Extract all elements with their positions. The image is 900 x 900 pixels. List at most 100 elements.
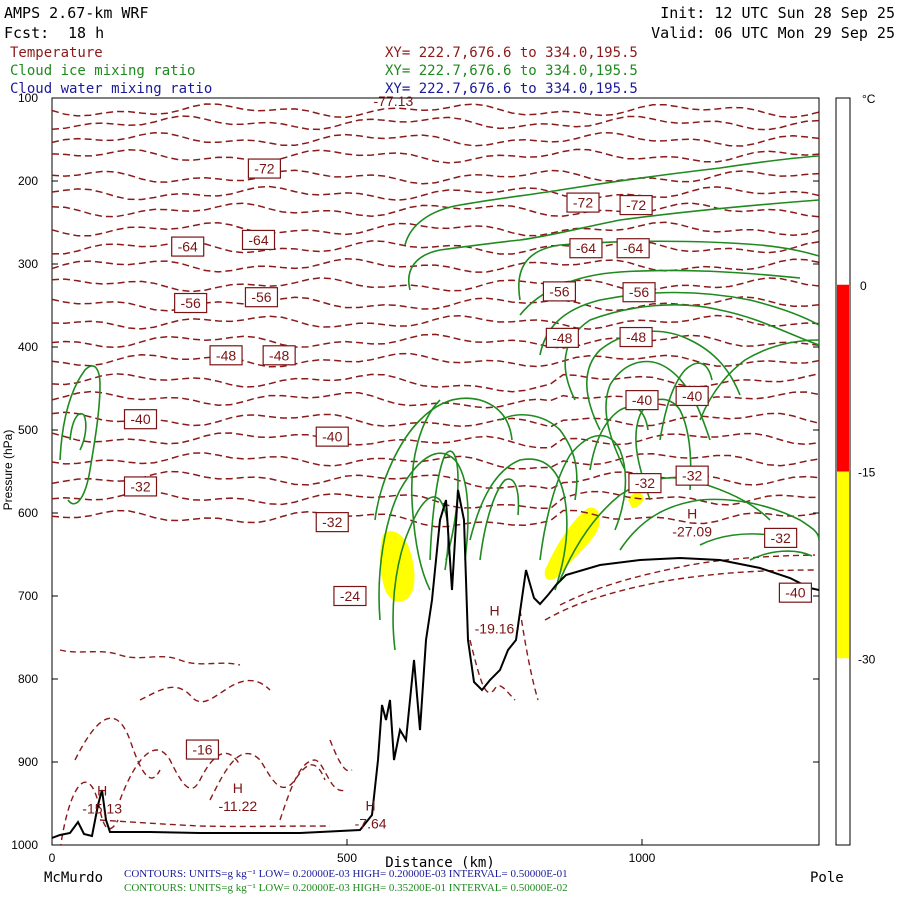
temperature-contour-line [52,258,819,273]
y-tick-label: 100 [18,91,38,105]
x-axis-title: Distance (km) [385,855,495,871]
x-tick-label: 1000 [629,851,656,865]
temperature-label: -32 [315,512,349,533]
legend-cloud-ice: Cloud ice mixing ratio [10,63,195,79]
extremum-value: -15.13 [82,801,122,817]
plot-area [52,103,819,845]
temperature-contour-line [52,221,819,237]
extremum-marker: H -15.13 [82,783,122,817]
y-axis-title: Pressure (hPa) [1,430,15,511]
y-axis-ticks: 100 200 300 400 500 600 700 800 900 1000 [11,91,819,852]
temperature-label-box [123,409,158,430]
temperature-label: -32 [123,476,158,497]
temperature-label-text: -40 [130,411,150,427]
temperature-label-box [333,585,367,607]
extremum-marker: H -27.09 [672,505,712,539]
legend-temperature-xy: XY= 222.7,676.6 to 334.0,195.5 [385,45,638,61]
temperature-label-box [209,345,243,366]
temperature-label-box [545,327,579,348]
temperature-label-text: -64 [178,239,198,255]
temperature-label: -56 [174,292,208,314]
temperature-label: -72 [566,192,600,213]
temperature-label: -40 [123,409,158,430]
y-tick-label: 1000 [11,838,38,852]
temperature-label-text: -56 [251,289,271,305]
colorbar-band-yellow [837,471,849,659]
forecast-label: Fcst: [4,24,49,42]
extremum-symbol: H [366,797,376,813]
y-tick-label: 200 [18,174,38,188]
temperature-label: -48 [262,345,296,366]
temperature-label-text: -32 [635,475,655,491]
temperature-contour-line [52,432,819,449]
temperature-label: -40 [778,582,813,603]
temperature-label-box [185,739,220,760]
temperature-label-text: -16 [192,742,212,758]
y-tick-label: 600 [18,506,38,520]
y-tick-label: 500 [18,423,38,437]
temperature-label: -48 [619,326,653,348]
temperature-contour-line [52,452,819,470]
temperature-label: -32 [764,527,798,549]
temperature-label-box [625,390,659,411]
temperature-label: -40 [675,385,709,407]
temperature-label: -56 [244,287,279,308]
extremum-marker: H -11.22 [219,780,258,814]
temperature-label: -32 [675,465,709,486]
temperature-label-box [622,282,656,303]
temperature-label: -32 [628,473,662,494]
temperature-label: -48 [545,327,579,348]
temperature-label-box [619,326,653,348]
x-tick-label: 0 [49,851,56,865]
temperature-label-text: -56 [181,295,201,311]
temperature-label-box [628,473,662,494]
temperature-label-box [566,192,600,213]
extremum-value: -27.09 [672,523,712,539]
temperature-label-box [764,527,798,549]
colorbar-tick-0: 0 [860,279,867,293]
temperature-label-text: -64 [248,232,268,248]
terrain-outline [52,489,819,839]
temperature-label-text: -64 [623,240,643,256]
temperature-contour-line [52,296,819,312]
temperature-label-text: -72 [573,195,593,211]
x-end-left: McMurdo [44,870,103,886]
x-axis-ticks: 0 500 1000 [49,839,656,865]
legend-cloud-water-xy: XY= 222.7,676.6 to 334.0,195.5 [385,81,638,97]
y-tick-label: 300 [18,257,38,271]
extremum-symbol: H [687,505,697,521]
temperature-label-box [241,229,276,251]
model-title: AMPS 2.67-km WRF [4,4,149,22]
extremum-value: -11.22 [219,798,258,814]
temperature-label-text: -24 [340,588,360,604]
temperature-label-box [569,238,603,259]
temperature-label-box [171,236,205,257]
temperature-contour-line [52,333,819,349]
legend-cloud-water: Cloud water mixing ratio [10,81,212,97]
temperature-label-text: -40 [632,392,652,408]
colorbar-tick-neg15: -15 [858,466,876,480]
temperature-label-text: -72 [626,197,646,213]
temperature-label: -64 [616,238,650,259]
temperature-contour-line [52,240,819,255]
temperature-label: -56 [542,281,577,302]
temperature-label-text: -48 [626,329,646,345]
temperature-label-box [542,281,577,302]
x-end-right: Pole [810,870,844,886]
temperature-label-text: -40 [322,429,342,445]
colorbar-band-red [837,284,849,472]
temperature-label-text: -48 [552,330,572,346]
temperature-label-text: -40 [785,585,805,601]
footer-cloud-water: CONTOURS: UNITS=g kg⁻¹ LOW= 0.20000E-03 … [124,868,568,880]
top-minimum-label: -77.13 [374,93,414,109]
temperature-label: -72 [619,194,653,216]
extremum-marker: H -19.16 [475,602,515,636]
temperature-contour-line [52,352,819,368]
temperature-label-box [315,512,349,533]
temperature-label: -48 [209,345,243,366]
temperature-contour-line [52,202,819,218]
temperature-contour-line [52,411,819,428]
x-tick-label: 500 [337,851,357,865]
temperature-label-text: -56 [629,284,649,300]
temperature-label-text: -32 [322,514,342,530]
